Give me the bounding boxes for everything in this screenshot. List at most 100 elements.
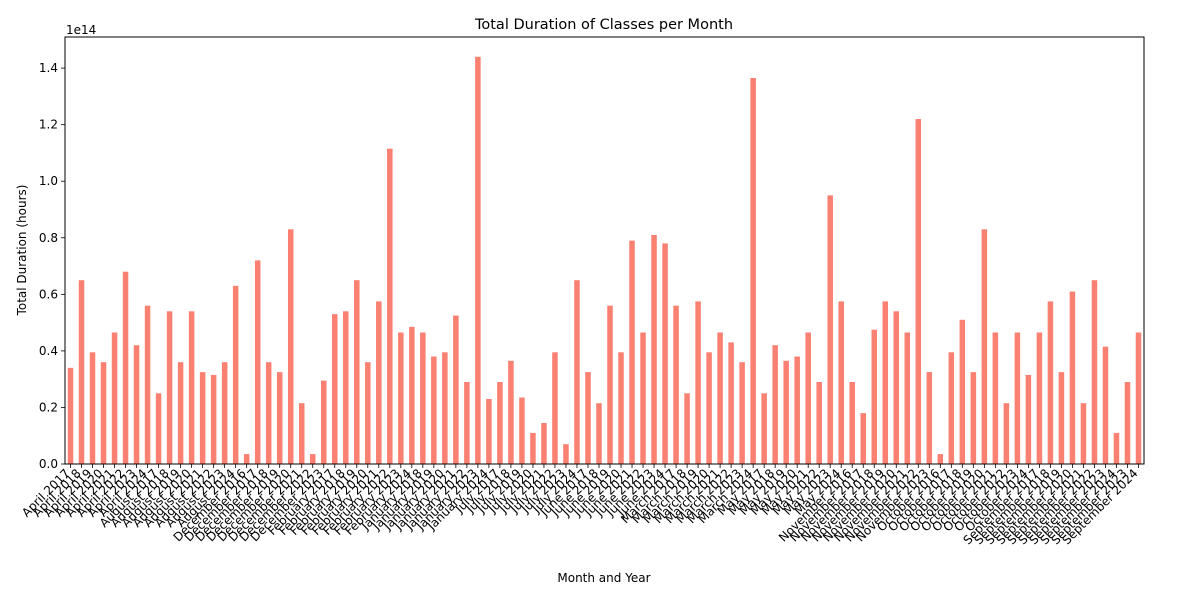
bar (849, 381, 855, 464)
bar (486, 398, 492, 464)
bar (772, 345, 778, 464)
y-tick-label: 0.4 (39, 344, 58, 358)
bar (970, 372, 977, 464)
bar (904, 332, 911, 464)
bar (959, 319, 966, 464)
bar (155, 393, 162, 464)
bar (552, 352, 558, 464)
y-tick-label: 0.6 (39, 287, 58, 301)
bar (805, 332, 811, 464)
bar (453, 315, 459, 464)
bar (343, 311, 349, 464)
bar (926, 372, 933, 464)
bar (166, 311, 173, 464)
chart-title: Total Duration of Classes per Month (474, 17, 733, 33)
bar (287, 229, 294, 464)
bar (992, 332, 999, 464)
bar (1014, 332, 1021, 464)
bar (497, 381, 503, 464)
bar (871, 329, 878, 464)
bar (574, 280, 580, 464)
bar (1124, 381, 1131, 464)
bar (1091, 280, 1098, 464)
bar (122, 271, 129, 464)
bar (1047, 301, 1054, 464)
bar (265, 362, 272, 464)
bar (860, 413, 866, 464)
bar (937, 454, 944, 464)
bar (1080, 403, 1087, 464)
bar (750, 78, 756, 464)
bar (475, 56, 481, 464)
bar (332, 314, 338, 464)
bar (320, 380, 327, 464)
bar (882, 301, 889, 464)
bar (783, 360, 789, 464)
y-tick-label: 0.8 (39, 231, 58, 245)
bar (1025, 374, 1032, 464)
bar (431, 356, 437, 464)
bar (199, 372, 206, 464)
bar (177, 362, 184, 464)
y-axis-label: Total Duration (hours) (15, 185, 29, 317)
bar (893, 311, 900, 464)
bar (662, 243, 668, 464)
bar (706, 352, 712, 464)
bar (254, 260, 261, 464)
y-tick-label: 1.0 (39, 174, 58, 188)
bars-group (67, 56, 1142, 465)
bar (133, 345, 140, 464)
bar (376, 301, 382, 464)
bar (188, 311, 195, 464)
bar (243, 454, 250, 464)
bar (607, 305, 613, 464)
y-ticks-group: 0.0 0.2 0.4 0.6 0.8 1.0 1.2 1.4 (39, 61, 65, 471)
bar (78, 280, 85, 464)
bar (67, 367, 74, 464)
bar (420, 332, 426, 464)
bar (739, 362, 745, 464)
plot-frame (64, 36, 1145, 465)
bar (387, 148, 393, 464)
bar (1058, 372, 1065, 464)
bar (100, 362, 107, 464)
y-tick-label: 1.2 (39, 118, 58, 132)
bar (276, 372, 283, 464)
bar (541, 423, 547, 464)
bar (684, 393, 690, 464)
bar (948, 352, 955, 464)
bar (816, 381, 822, 464)
bar (761, 393, 767, 464)
bar (1003, 403, 1010, 464)
bar (442, 352, 448, 464)
bar (464, 381, 470, 464)
bar (1135, 332, 1142, 464)
bar (1113, 432, 1120, 464)
bar (508, 360, 514, 464)
bar (838, 301, 844, 464)
bar (221, 362, 228, 464)
bar (728, 342, 734, 464)
bar (596, 403, 602, 464)
bar (717, 332, 723, 464)
bar (398, 332, 404, 464)
bar (519, 397, 525, 464)
bar (585, 372, 591, 464)
bar (640, 332, 646, 464)
bar (210, 374, 217, 464)
bar (144, 305, 151, 464)
bar (232, 285, 239, 464)
y-tick-label: 0.0 (39, 457, 58, 471)
bar (1102, 346, 1109, 464)
y-tick-label: 1.4 (39, 61, 58, 75)
bar (354, 280, 360, 464)
bar (981, 229, 988, 464)
bar (530, 432, 536, 464)
bar (915, 119, 922, 464)
bar (1069, 291, 1076, 464)
y-offset-label: 1e14 (66, 23, 96, 37)
bar (111, 332, 118, 464)
bar (298, 403, 305, 464)
bar (365, 362, 371, 464)
